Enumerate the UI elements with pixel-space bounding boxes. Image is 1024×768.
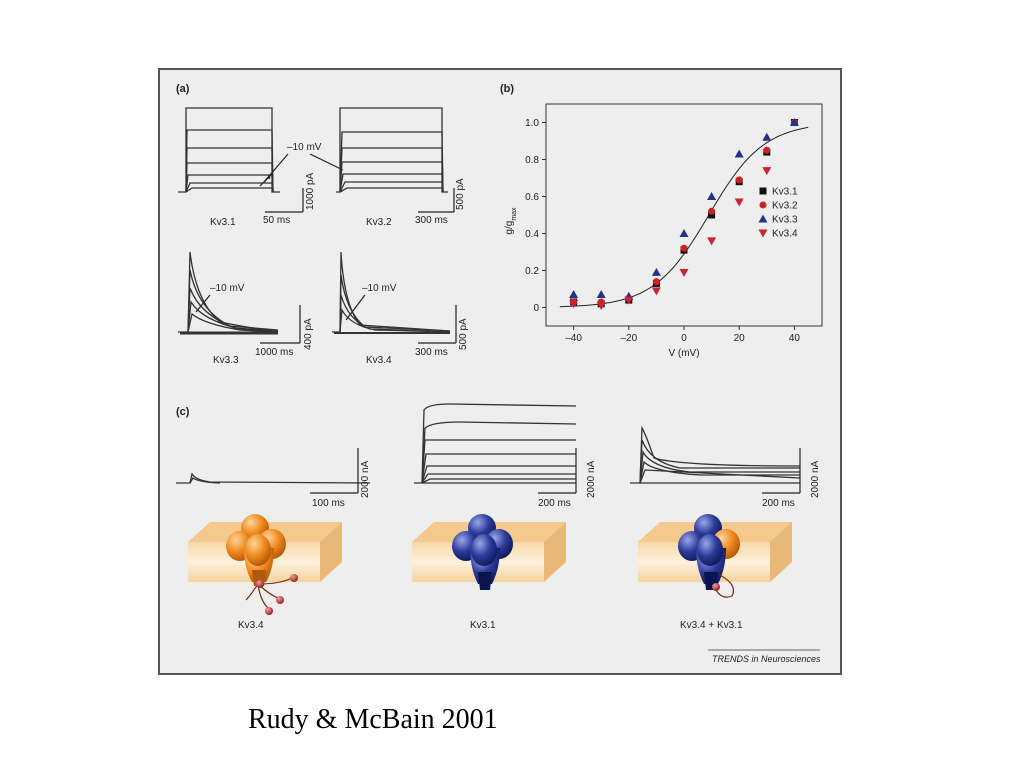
legend-marker: [759, 187, 767, 195]
kv34-pointer-line: [345, 294, 366, 321]
y-tick-label: 0.6: [525, 192, 539, 203]
conductance-chart: –40 –20 0 20 40 0 0.2 0.4 0.6 0.8 1.0 V (mV) g/gmax K…: [504, 103, 823, 359]
y-tick-label: 0: [533, 303, 539, 314]
kv31-channel-illustration: [412, 514, 566, 590]
recording1-scale-bar: [310, 448, 359, 494]
kv32-current-scale: 500 pA: [455, 178, 466, 210]
kv34-channel-illustration: [188, 514, 342, 615]
heteromer-channel-label: Kv3.4 + Kv3.1: [680, 620, 743, 631]
kv33-scale-bar: [260, 305, 301, 344]
data-point-kv32: [735, 176, 743, 184]
kv33-current-scale: 400 pA: [303, 318, 314, 350]
data-point-kv34: [569, 300, 579, 309]
kv33-voltage-label: –10 mV: [210, 283, 245, 294]
data-point-kv34: [734, 198, 744, 207]
x-tick-label: 40: [789, 333, 801, 344]
data-point-kv33: [762, 132, 772, 141]
data-point-kv34: [679, 268, 689, 277]
data-point-kv34: [762, 167, 772, 176]
kv34-channel-label: Kv3.4: [238, 620, 264, 631]
heteromer-channel-illustration: [638, 514, 792, 598]
voltage-pointer-lines: [263, 153, 344, 183]
data-point-kv31: [708, 211, 716, 219]
data-point-kv33: [569, 290, 579, 299]
legend-marker: [759, 201, 767, 209]
data-point-kv32: [652, 278, 660, 286]
x-tick-label: 0: [681, 333, 687, 344]
recording1-current-scale: 2000 nA: [360, 460, 371, 498]
kv34-oocyte-trace: [176, 472, 371, 484]
kv31-trace-label: Kv3.1: [210, 217, 236, 228]
kv33-pointer-line: [195, 294, 211, 313]
kv32-current-trace: [336, 107, 448, 193]
kv34-time-scale: 300 ms: [415, 347, 448, 358]
data-point-kv32: [680, 244, 688, 252]
kv33-current-trace: [178, 251, 279, 335]
legend-label: Kv3.4: [772, 229, 798, 240]
y-tick-label: 0.4: [525, 229, 539, 240]
data-point-kv34: [707, 237, 717, 246]
figure-svg: (a) 50 ms 1000 pA Kv3.1 –10 mV: [176, 83, 823, 664]
legend-label: Kv3.2: [772, 201, 798, 212]
legend-label: Kv3.3: [772, 215, 798, 226]
figure-panel: (a) 50 ms 1000 pA Kv3.1 –10 mV: [158, 68, 842, 675]
data-point-kv33: [596, 290, 606, 299]
data-point-kv32: [763, 146, 771, 154]
data-point-kv33: [789, 118, 799, 126]
kv32-scale-bar: [418, 188, 455, 213]
kv33-time-scale: 1000 ms: [255, 347, 293, 358]
kv31-oocyte-trace: [414, 403, 577, 484]
recording1-time-scale: 100 ms: [312, 498, 345, 509]
kv34-voltage-label: –10 mV: [362, 283, 397, 294]
recording3-scale-bar: [762, 448, 801, 494]
kv34-current-scale: 500 pA: [458, 318, 469, 350]
kv31-current-trace: [178, 107, 280, 193]
recording2-scale-bar: [538, 448, 577, 494]
recording3-time-scale: 200 ms: [762, 498, 795, 509]
kv34-kv31-oocyte-trace: [630, 425, 801, 484]
kv34-trace-label: Kv3.4: [366, 355, 392, 366]
data-point-kv34: [624, 296, 634, 305]
data-point-kv34: [651, 287, 661, 296]
legend-marker: [758, 214, 768, 223]
y-axis-label: g/gmax: [504, 207, 518, 235]
x-axis-label: V (mV): [668, 348, 699, 359]
kv31-current-scale: 1000 pA: [305, 172, 316, 210]
x-tick-label: –20: [620, 333, 637, 344]
voltage-label-top: –10 mV: [287, 142, 322, 153]
journal-credit: TRENDS in Neurosciences: [712, 654, 821, 664]
data-point-kv33: [734, 149, 744, 158]
data-point-kv32: [708, 207, 716, 215]
panel-a-label: (a): [176, 83, 190, 95]
kv32-trace-label: Kv3.2: [366, 217, 392, 228]
kv33-trace-label: Kv3.3: [213, 355, 239, 366]
kv31-channel-label: Kv3.1: [470, 620, 496, 631]
y-tick-label: 1.0: [525, 118, 539, 129]
panel-b-label: (b): [500, 83, 514, 95]
legend-label: Kv3.1: [772, 187, 798, 198]
legend-marker: [758, 229, 768, 238]
recording2-time-scale: 200 ms: [538, 498, 571, 509]
kv31-time-scale: 50 ms: [263, 215, 290, 226]
figure-caption: Rudy & McBain 2001: [248, 704, 498, 735]
kv34-scale-bar: [418, 305, 457, 344]
data-point-kv33: [651, 267, 661, 276]
data-point-kv34: [596, 302, 606, 311]
boltzmann-fit-line: [559, 126, 809, 308]
recording3-current-scale: 2000 nA: [810, 460, 821, 498]
x-tick-label: –40: [565, 333, 582, 344]
panel-c-label: (c): [176, 406, 190, 418]
kv31-scale-bar: [265, 188, 304, 213]
y-tick-label: 0.8: [525, 155, 539, 166]
x-tick-label: 20: [734, 333, 746, 344]
data-point-kv33: [707, 192, 717, 200]
data-point-kv33: [679, 229, 689, 237]
kv34-current-trace: [332, 251, 451, 334]
kv32-time-scale: 300 ms: [415, 215, 448, 226]
recording2-current-scale: 2000 nA: [586, 460, 597, 498]
y-tick-label: 0.2: [525, 266, 539, 277]
